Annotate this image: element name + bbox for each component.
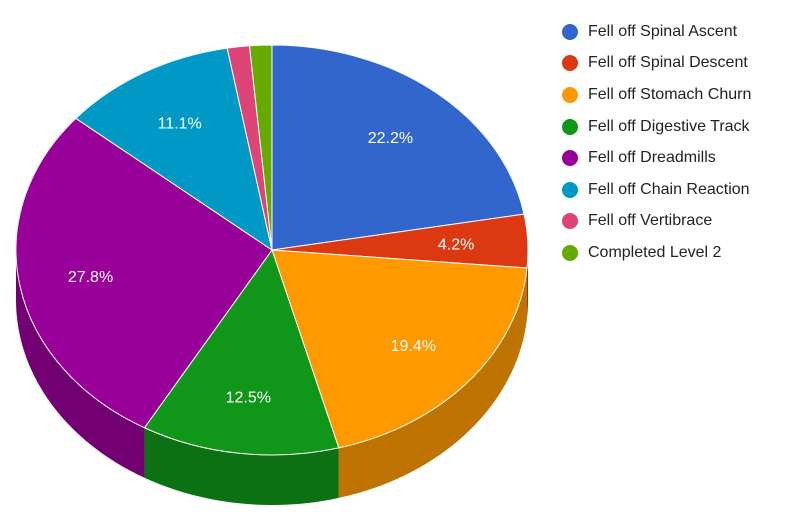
legend-label: Fell off Stomach Churn: [588, 85, 752, 103]
pie-labels: 22.2% 4.2% 19.4% 12.5% 27.8% 11.1%: [68, 115, 475, 406]
slice-label-2: 19.4%: [391, 338, 436, 355]
legend-marker: [562, 23, 578, 40]
legend-item[interactable]: Fell off Spinal Ascent: [562, 16, 751, 48]
pie-slice-5[interactable]: [75, 47, 273, 251]
pie-slice-4[interactable]: [15, 117, 273, 429]
legend-marker: [562, 181, 578, 198]
legend-item[interactable]: Fell off Dreadmills: [562, 142, 751, 174]
legend-marker: [562, 86, 578, 103]
pie-side-3: [144, 427, 339, 505]
legend-item[interactable]: Completed Level 2: [562, 237, 751, 269]
legend-marker: [562, 118, 578, 135]
legend-item[interactable]: Fell off Chain Reaction: [562, 174, 751, 206]
slice-label-4: 27.8%: [68, 269, 113, 286]
pie-slices: [15, 44, 529, 456]
legend-label: Fell off Vertibrace: [588, 212, 713, 230]
chart-legend: Fell off Spinal Ascent Fell off Spinal De…: [562, 16, 751, 269]
pie-slice-7[interactable]: [249, 44, 273, 251]
legend-item[interactable]: Fell off Digestive Track: [562, 111, 751, 143]
pie-slice-2[interactable]: [271, 249, 528, 449]
legend-item[interactable]: Fell off Vertibrace: [562, 206, 751, 238]
legend-label: Fell off Chain Reaction: [588, 180, 750, 198]
legend-label: Fell off Digestive Track: [588, 117, 750, 135]
legend-marker: [562, 55, 578, 72]
pie-side-4: [16, 250, 145, 478]
slice-label-3: 12.5%: [226, 389, 271, 406]
slice-label-0: 22.2%: [368, 130, 413, 147]
slice-label-1: 4.2%: [438, 237, 474, 254]
legend-item[interactable]: Fell off Spinal Descent: [562, 48, 751, 80]
legend-label: Fell off Spinal Ascent: [588, 22, 738, 40]
legend-marker: [562, 213, 578, 230]
pie-slice-3[interactable]: [143, 249, 340, 456]
legend-label: Fell off Dreadmills: [588, 149, 716, 167]
legend-marker: [562, 244, 578, 261]
legend-marker: [562, 150, 578, 167]
pie-slice-0[interactable]: [271, 44, 525, 251]
slice-label-5: 11.1%: [158, 115, 202, 132]
legend-label: Fell off Spinal Descent: [588, 54, 748, 72]
legend-item[interactable]: Fell off Stomach Churn: [562, 79, 751, 111]
legend-label: Completed Level 2: [588, 243, 722, 261]
pie-side-2: [338, 268, 528, 498]
